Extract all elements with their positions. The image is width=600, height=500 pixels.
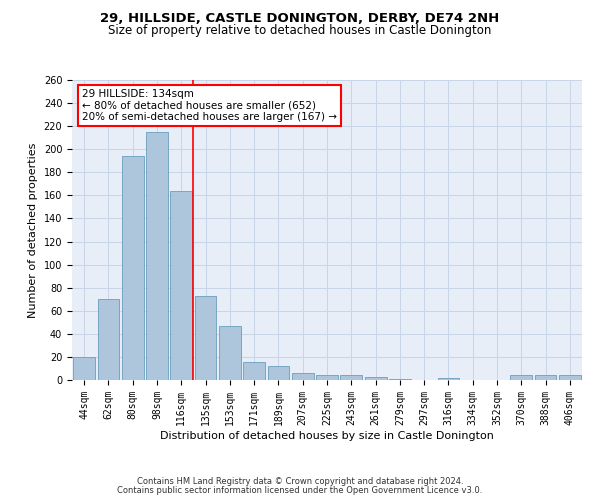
Bar [437, 378, 460, 380]
Bar [73, 357, 95, 380]
Bar [340, 376, 362, 380]
Bar [243, 362, 265, 380]
Text: 29, HILLSIDE, CASTLE DONINGTON, DERBY, DE74 2NH: 29, HILLSIDE, CASTLE DONINGTON, DERBY, D… [100, 12, 500, 26]
Bar [535, 376, 556, 380]
Text: 29 HILLSIDE: 134sqm
← 80% of detached houses are smaller (652)
20% of semi-detac: 29 HILLSIDE: 134sqm ← 80% of detached ho… [82, 89, 337, 122]
Bar [146, 132, 168, 380]
Bar [316, 376, 338, 380]
Bar [170, 191, 192, 380]
X-axis label: Distribution of detached houses by size in Castle Donington: Distribution of detached houses by size … [160, 430, 494, 440]
Bar [365, 376, 386, 380]
Text: Contains public sector information licensed under the Open Government Licence v3: Contains public sector information licen… [118, 486, 482, 495]
Text: Contains HM Land Registry data © Crown copyright and database right 2024.: Contains HM Land Registry data © Crown c… [137, 477, 463, 486]
Bar [219, 326, 241, 380]
Bar [292, 373, 314, 380]
Bar [389, 379, 411, 380]
Bar [97, 299, 119, 380]
Bar [511, 376, 532, 380]
Y-axis label: Number of detached properties: Number of detached properties [28, 142, 38, 318]
Text: Size of property relative to detached houses in Castle Donington: Size of property relative to detached ho… [109, 24, 491, 37]
Bar [194, 296, 217, 380]
Bar [122, 156, 143, 380]
Bar [559, 376, 581, 380]
Bar [268, 366, 289, 380]
